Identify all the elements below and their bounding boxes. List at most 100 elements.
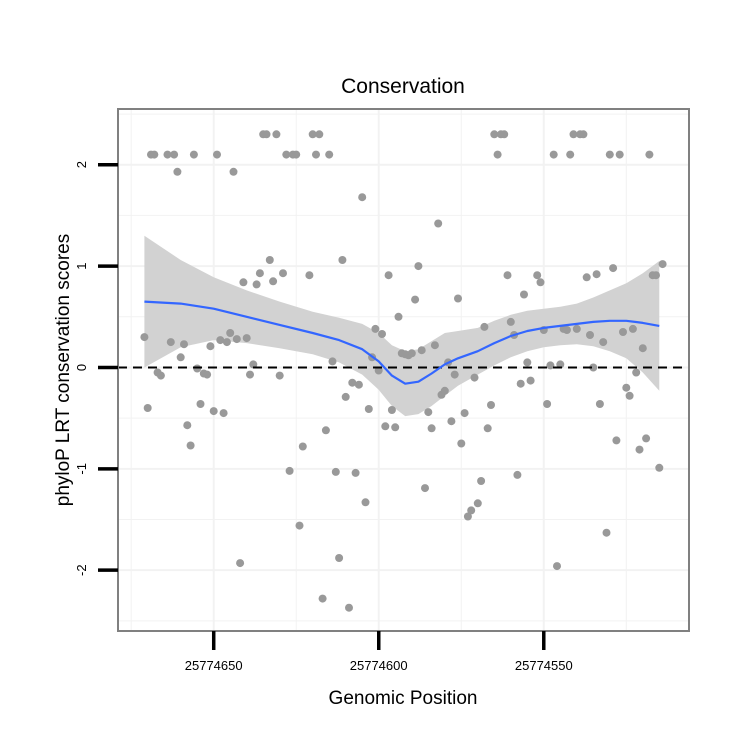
data-point bbox=[321, 426, 330, 435]
y-tick-label: 0 bbox=[74, 364, 89, 371]
data-point bbox=[180, 340, 188, 349]
data-point bbox=[473, 499, 482, 508]
data-point bbox=[658, 260, 667, 269]
data-point bbox=[566, 150, 575, 159]
data-point bbox=[569, 130, 578, 139]
data-point bbox=[526, 376, 535, 385]
data-point bbox=[156, 371, 165, 380]
data-point bbox=[520, 290, 528, 299]
data-point bbox=[470, 373, 479, 382]
y-axis-ticks: -2 -1 0 1 2 bbox=[74, 161, 118, 576]
data-point bbox=[632, 368, 641, 377]
y-tick-label: -2 bbox=[74, 564, 89, 576]
x-axis-ticks: 25774650 25774600 25774550 bbox=[185, 631, 573, 673]
data-point bbox=[176, 353, 185, 362]
data-point bbox=[490, 130, 499, 139]
data-point bbox=[358, 193, 367, 202]
data-point bbox=[272, 130, 281, 139]
data-point bbox=[572, 324, 581, 333]
data-point bbox=[351, 468, 360, 477]
data-point bbox=[354, 380, 363, 389]
data-points bbox=[140, 130, 667, 612]
data-point bbox=[615, 150, 624, 159]
data-point bbox=[371, 324, 380, 333]
data-point bbox=[645, 150, 654, 159]
data-point bbox=[206, 342, 215, 351]
data-point bbox=[546, 361, 555, 370]
data-point bbox=[628, 324, 637, 333]
data-point bbox=[516, 379, 525, 388]
data-point bbox=[222, 338, 231, 347]
data-point bbox=[417, 346, 426, 355]
data-point bbox=[387, 406, 396, 414]
data-point bbox=[305, 271, 314, 280]
data-point bbox=[424, 408, 433, 417]
data-point bbox=[427, 424, 436, 433]
data-point bbox=[592, 270, 601, 279]
data-point bbox=[345, 603, 353, 612]
data-point bbox=[252, 280, 261, 289]
data-point bbox=[341, 392, 350, 401]
data-point bbox=[249, 360, 258, 369]
plot-frame bbox=[117, 108, 690, 632]
data-point bbox=[457, 439, 466, 448]
data-point bbox=[328, 357, 337, 366]
data-point bbox=[338, 256, 347, 264]
data-point bbox=[447, 417, 456, 426]
data-point bbox=[612, 436, 621, 445]
data-point bbox=[143, 404, 152, 412]
data-point bbox=[503, 271, 512, 280]
smooth-curve bbox=[144, 300, 660, 385]
data-point bbox=[421, 484, 429, 493]
data-point bbox=[407, 349, 416, 358]
data-point bbox=[513, 470, 522, 479]
data-point bbox=[477, 477, 486, 485]
data-point bbox=[487, 401, 495, 409]
data-point bbox=[242, 334, 251, 343]
data-point bbox=[216, 336, 225, 345]
data-point bbox=[265, 256, 274, 264]
data-point bbox=[213, 150, 221, 159]
data-point bbox=[325, 150, 334, 159]
data-point bbox=[450, 370, 459, 379]
data-point bbox=[229, 167, 238, 176]
data-point bbox=[295, 521, 304, 530]
smooth-trend-line bbox=[144, 300, 660, 385]
data-point bbox=[642, 434, 651, 443]
data-point bbox=[543, 400, 552, 408]
data-point bbox=[460, 409, 469, 418]
data-point bbox=[463, 512, 472, 521]
data-point bbox=[602, 528, 611, 537]
data-point bbox=[556, 360, 565, 369]
y-tick-label: 1 bbox=[74, 262, 89, 269]
data-point bbox=[140, 333, 149, 342]
data-point bbox=[500, 130, 509, 139]
data-point bbox=[523, 358, 532, 367]
data-point bbox=[483, 424, 492, 433]
data-point bbox=[279, 269, 287, 278]
data-point bbox=[189, 150, 198, 159]
data-point bbox=[239, 278, 248, 287]
data-point bbox=[381, 422, 390, 431]
data-point bbox=[562, 326, 571, 334]
data-point bbox=[292, 150, 301, 159]
data-point bbox=[622, 383, 631, 392]
x-tick-label: 25774550 bbox=[515, 658, 573, 673]
data-point bbox=[374, 366, 383, 375]
data-point bbox=[275, 371, 284, 380]
data-point bbox=[394, 312, 403, 321]
data-point bbox=[384, 271, 393, 280]
data-point bbox=[173, 167, 182, 176]
data-point bbox=[506, 317, 515, 326]
data-point bbox=[298, 442, 307, 451]
data-point bbox=[163, 150, 172, 159]
data-point bbox=[655, 463, 664, 472]
data-point bbox=[553, 562, 561, 571]
data-point bbox=[183, 421, 192, 430]
data-point bbox=[331, 467, 340, 476]
data-point bbox=[150, 150, 159, 159]
data-point bbox=[219, 409, 228, 418]
data-point bbox=[255, 269, 264, 278]
data-point bbox=[315, 130, 324, 139]
data-point bbox=[493, 150, 502, 159]
